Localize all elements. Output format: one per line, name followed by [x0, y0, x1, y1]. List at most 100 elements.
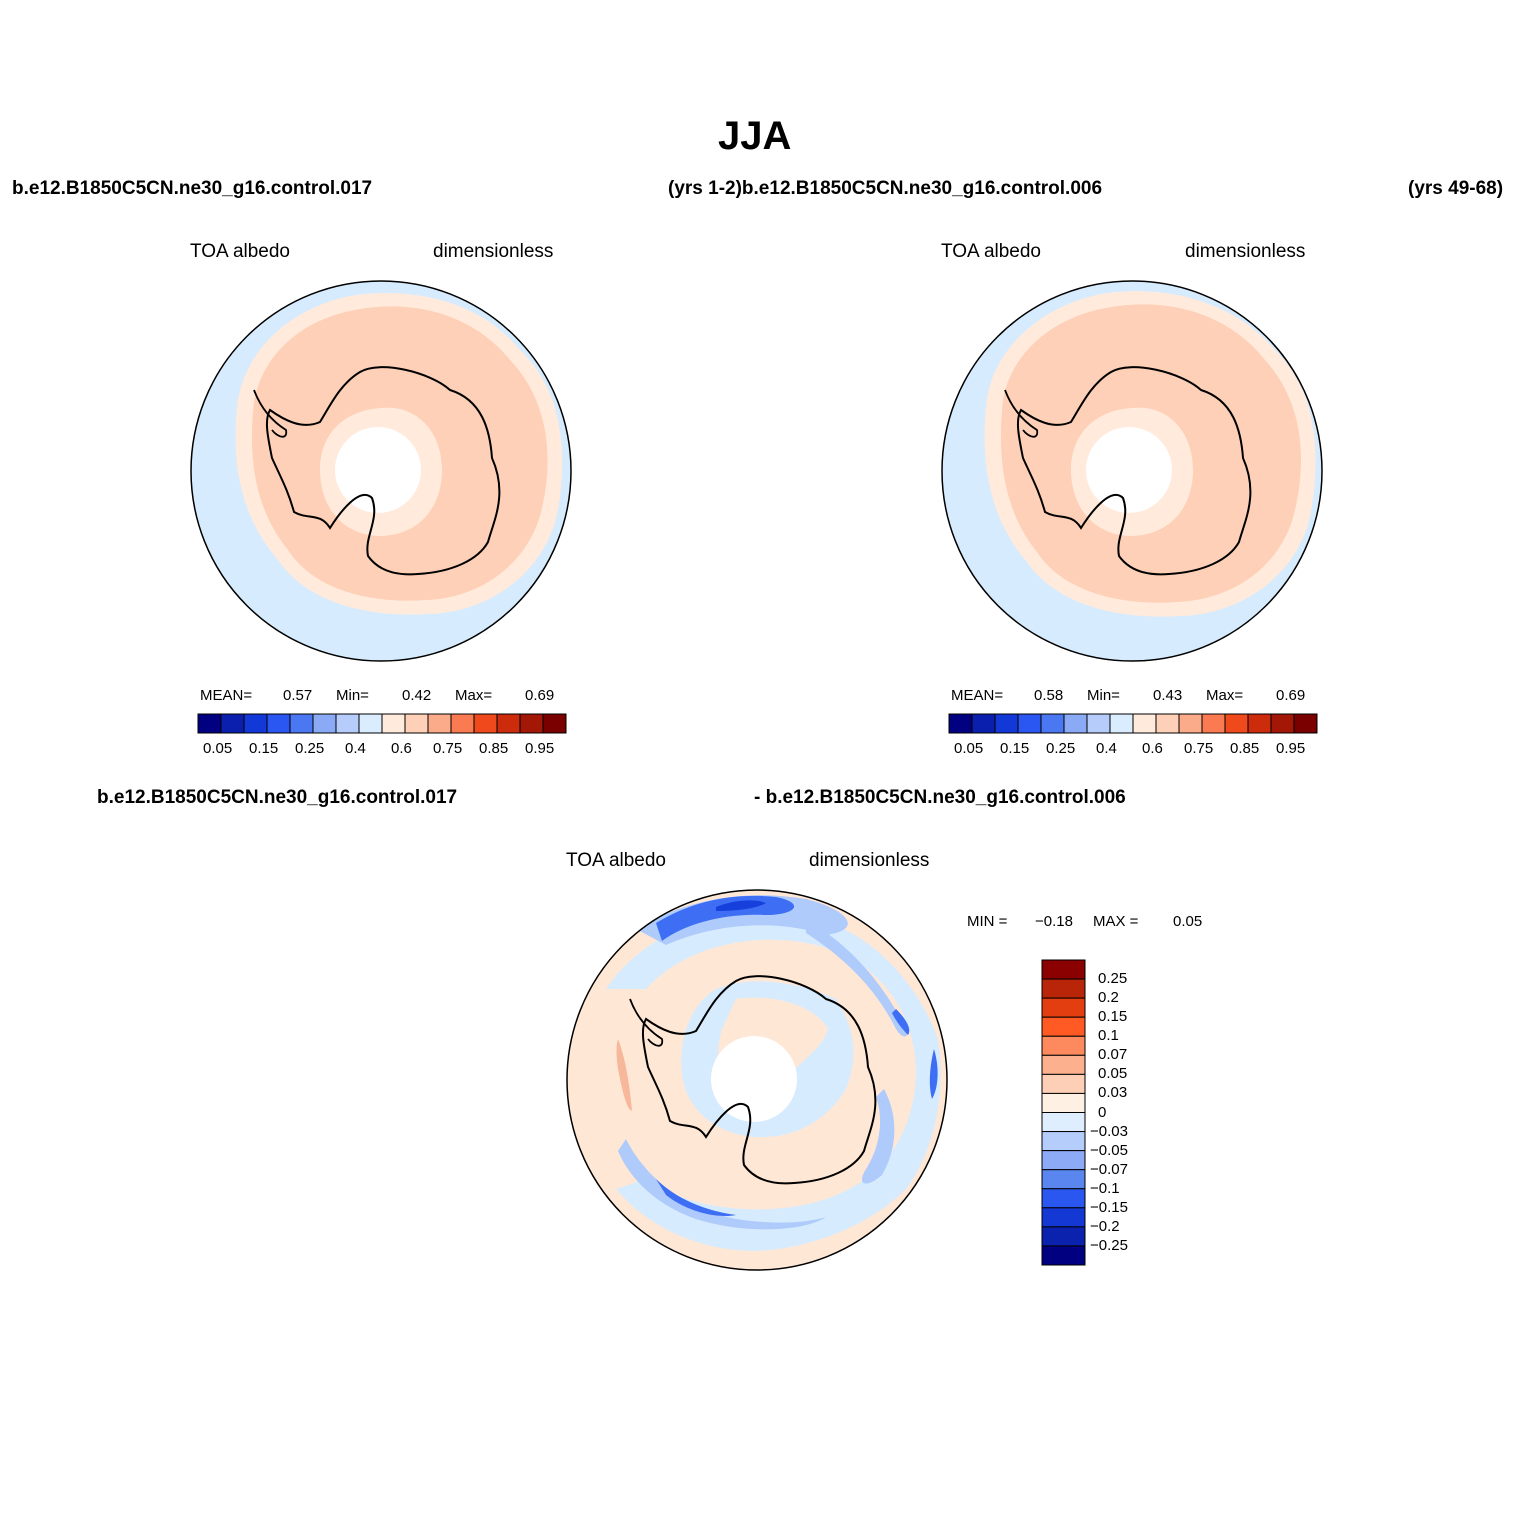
diff-colorbar-label: −0.2 [1090, 1217, 1120, 1235]
panel1-max-value: 0.69 [525, 687, 555, 704]
panel1-colorbar-label: 0.05 [203, 740, 233, 757]
diff-polar-map [566, 889, 948, 1271]
colorbar-swatch [1041, 1131, 1086, 1152]
colorbar-swatch [1109, 713, 1134, 734]
diff-right-label: dimensionless [809, 850, 930, 871]
panel1-colorbar-label: 0.15 [249, 740, 279, 757]
diff-colorbar-label: 0.25 [1098, 970, 1128, 988]
colorbar-swatch [1017, 713, 1042, 734]
case-name-top-middle: (yrs 1-2)b.e12.B1850C5CN.ne30_g16.contro… [668, 178, 1103, 199]
colorbar-swatch [1041, 1150, 1086, 1171]
colorbar-swatch [1063, 713, 1088, 734]
colorbar-swatch [1040, 713, 1065, 734]
panel2-max-label: Max= [1206, 687, 1244, 704]
panel2-max-value: 0.69 [1276, 687, 1306, 704]
colorbar-swatch [381, 713, 406, 734]
colorbar-swatch [519, 713, 544, 734]
panel2-right-label: dimensionless [1185, 241, 1306, 262]
panel2-colorbar-label: 0.05 [954, 740, 984, 757]
colorbar-swatch [1132, 713, 1157, 734]
panel2-min-value: 0.43 [1153, 687, 1183, 704]
colorbar-swatch [1041, 1035, 1086, 1056]
panel2-colorbar [948, 713, 1318, 734]
colorbar-swatch [971, 713, 996, 734]
case-name-bottom-left: b.e12.B1850C5CN.ne30_g16.control.017 [97, 787, 458, 808]
panel1-colorbar-label: 0.25 [295, 740, 325, 757]
colorbar-swatch [1224, 713, 1249, 734]
panel2-polar-map [941, 280, 1323, 662]
panel1-mean-label: MEAN= [200, 687, 253, 704]
panel1-min-label: Min= [336, 687, 369, 704]
colorbar-swatch [404, 713, 429, 734]
panel1-polar-map [190, 280, 572, 662]
diff-min-label: MIN = [967, 913, 1008, 930]
panel2-colorbar-label: 0.25 [1046, 740, 1076, 757]
diff-colorbar-label: −0.07 [1090, 1160, 1128, 1178]
diff-colorbar-label: 0.15 [1098, 1008, 1128, 1026]
colorbar-swatch [1041, 1092, 1086, 1113]
panel2-colorbar-label: 0.6 [1142, 740, 1163, 757]
colorbar-swatch [1041, 1054, 1086, 1075]
panel1-colorbar [197, 713, 567, 734]
diff-colorbar [1041, 959, 1086, 1266]
colorbar-swatch [197, 713, 222, 734]
colorbar-swatch [289, 713, 314, 734]
colorbar-swatch [1041, 997, 1086, 1018]
page-title: JJA [718, 114, 792, 158]
colorbar-swatch [312, 713, 337, 734]
diff-min-value: −0.18 [1035, 913, 1073, 930]
diff-colorbar-label: 0.03 [1098, 1084, 1128, 1102]
panel1-right-label: dimensionless [433, 241, 554, 262]
diff-max-value: 0.05 [1173, 913, 1203, 930]
colorbar-swatch [1041, 978, 1086, 999]
colorbar-swatch [266, 713, 291, 734]
colorbar-swatch [1041, 1207, 1086, 1228]
panel1-colorbar-label: 0.4 [345, 740, 366, 757]
panel2-colorbar-label: 0.15 [1000, 740, 1030, 757]
colorbar-swatch [1041, 1073, 1086, 1094]
colorbar-swatch [1178, 713, 1203, 734]
colorbar-swatch [243, 713, 268, 734]
colorbar-swatch [358, 713, 383, 734]
diff-left-label: TOA albedo [566, 850, 667, 871]
case-name-top-right: (yrs 49-68) [1408, 178, 1504, 199]
colorbar-swatch [1041, 1245, 1086, 1266]
colorbar-swatch [427, 713, 452, 734]
colorbar-swatch [1041, 959, 1086, 980]
diff-colorbar-label: 0.05 [1098, 1065, 1128, 1083]
panel1-mean-value: 0.57 [283, 687, 313, 704]
panel2-colorbar-label: 0.4 [1096, 740, 1117, 757]
panel1-colorbar-label: 0.75 [433, 740, 463, 757]
diff-colorbar-label: −0.25 [1090, 1236, 1128, 1254]
colorbar-swatch [450, 713, 475, 734]
colorbar-swatch [1086, 713, 1111, 734]
colorbar-swatch [220, 713, 245, 734]
colorbar-swatch [542, 713, 567, 734]
colorbar-swatch [1041, 1169, 1086, 1190]
diff-colorbar-label: 0.1 [1098, 1027, 1119, 1045]
diff-colorbar-label: 0 [1098, 1103, 1107, 1121]
diff-colorbar-label: −0.15 [1090, 1198, 1128, 1216]
diff-colorbar-label: 0.2 [1098, 989, 1119, 1007]
panel1-colorbar-label: 0.6 [391, 740, 412, 757]
colorbar-swatch [1041, 1112, 1086, 1133]
diff-max-label: MAX = [1093, 913, 1139, 930]
colorbar-swatch [994, 713, 1019, 734]
diff-colorbar-label: 0.07 [1098, 1046, 1128, 1064]
colorbar-swatch [335, 713, 360, 734]
panel2-colorbar-label: 0.95 [1276, 740, 1306, 757]
case-name-bottom-middle: - b.e12.B1850C5CN.ne30_g16.control.006 [754, 787, 1126, 808]
panel2-mean-label: MEAN= [951, 687, 1004, 704]
colorbar-swatch [496, 713, 521, 734]
case-name-top-left: b.e12.B1850C5CN.ne30_g16.control.017 [12, 178, 373, 199]
panel2-min-label: Min= [1087, 687, 1120, 704]
colorbar-swatch [948, 713, 973, 734]
panel2-colorbar-label: 0.75 [1184, 740, 1214, 757]
colorbar-swatch [1041, 1226, 1086, 1247]
panel2-mean-value: 0.58 [1034, 687, 1064, 704]
panel1-colorbar-label: 0.95 [525, 740, 555, 757]
colorbar-swatch [1155, 713, 1180, 734]
colorbar-swatch [1293, 713, 1318, 734]
colorbar-swatch [1201, 713, 1226, 734]
colorbar-swatch [1270, 713, 1295, 734]
